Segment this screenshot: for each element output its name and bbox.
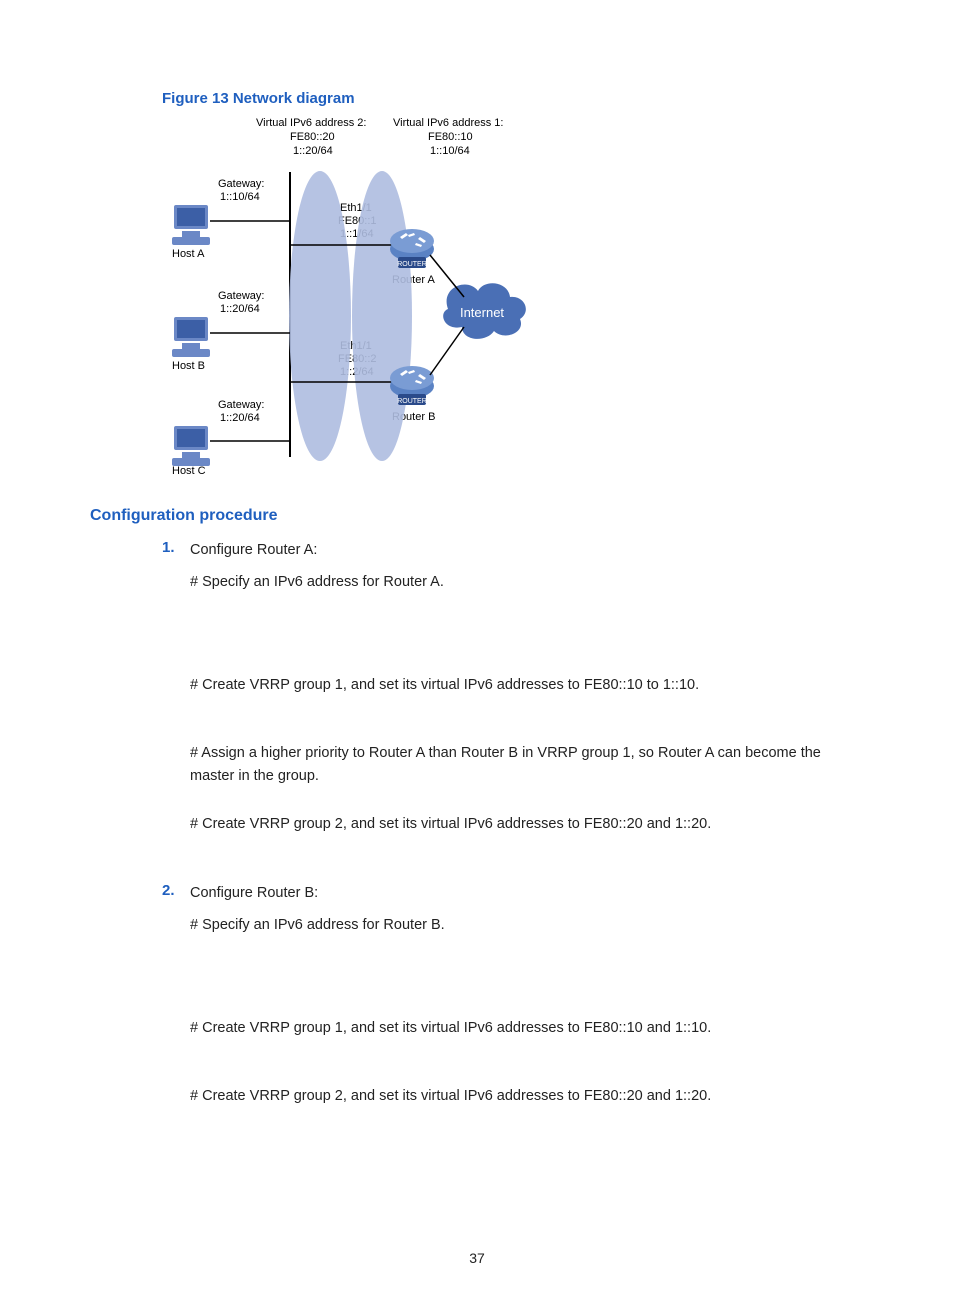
router-b-icon: ROUTER bbox=[390, 366, 434, 405]
host-b-icon bbox=[172, 317, 210, 357]
page: Figure 13 Network diagram Virtual IPv6 a… bbox=[0, 0, 954, 1296]
diagram-svg: ROUTER ROUTER Internet bbox=[168, 117, 588, 477]
router-a-icon: ROUTER bbox=[390, 229, 434, 268]
step-2-title: Configure Router B: bbox=[190, 882, 864, 904]
router-b-internet-link bbox=[430, 327, 464, 375]
svg-text:ROUTER: ROUTER bbox=[397, 398, 427, 405]
step-2-num: 2. bbox=[162, 882, 190, 899]
step-1-line-1: # Create VRRP group 1, and set its virtu… bbox=[190, 674, 864, 696]
step-2-line-0: # Specify an IPv6 address for Router B. bbox=[190, 914, 864, 936]
vrrp-ellipse-2 bbox=[289, 171, 351, 461]
step-2-line-2: # Create VRRP group 2, and set its virtu… bbox=[190, 1085, 864, 1107]
internet-label: Internet bbox=[460, 305, 504, 320]
step-1-title: Configure Router A: bbox=[190, 539, 864, 561]
step-2-line-1: # Create VRRP group 1, and set its virtu… bbox=[190, 1017, 864, 1039]
step-2-header: 2. Configure Router B: # Specify an IPv6… bbox=[162, 882, 864, 947]
section-title: Configuration procedure bbox=[90, 507, 864, 525]
internet-cloud: Internet bbox=[443, 283, 526, 339]
router-a-internet-link bbox=[430, 255, 464, 297]
step-1-line-3: # Create VRRP group 2, and set its virtu… bbox=[190, 813, 864, 835]
step-1-num: 1. bbox=[162, 539, 190, 556]
figure-title: Figure 13 Network diagram bbox=[162, 90, 864, 107]
svg-text:ROUTER: ROUTER bbox=[397, 261, 427, 268]
step-1-header: 1. Configure Router A: # Specify an IPv6… bbox=[162, 539, 864, 604]
host-c-icon bbox=[172, 426, 210, 466]
host-a-icon bbox=[172, 205, 210, 245]
step-1-line-0: # Specify an IPv6 address for Router A. bbox=[190, 571, 864, 593]
page-number: 37 bbox=[0, 1250, 954, 1266]
step-1-line-2: # Assign a higher priority to Router A t… bbox=[190, 742, 864, 787]
vrrp-ellipse-1 bbox=[352, 171, 412, 461]
network-diagram: Virtual IPv6 address 2: FE80::20 1::20/6… bbox=[168, 117, 588, 477]
